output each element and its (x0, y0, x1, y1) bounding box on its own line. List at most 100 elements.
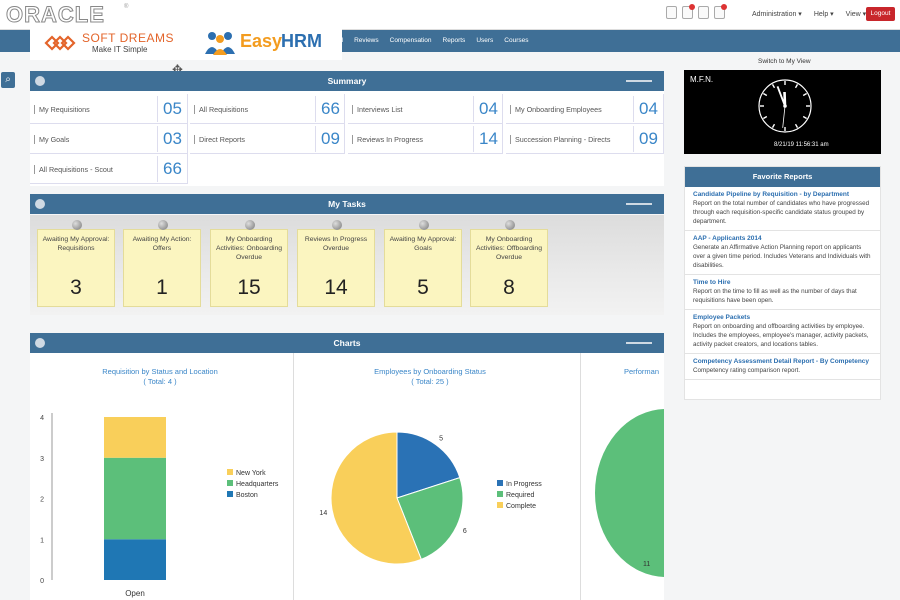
report-item[interactable]: Competency Assessment Detail Report - By… (685, 354, 880, 380)
summary-value: 09 (315, 126, 345, 152)
report-item[interactable]: AAP - Applicants 2014 Generate an Affirm… (685, 231, 880, 275)
summary-cell-direct-reports[interactable]: Direct Reports 09 (190, 124, 345, 154)
pie-data-label: 11 (643, 561, 650, 568)
collapse-icon[interactable] (35, 76, 45, 86)
report-desc: Report on the total number of candidates… (693, 200, 870, 225)
bookmark-icon[interactable] (666, 6, 677, 19)
task-note[interactable]: Awaiting My Approval: Goals 5 (384, 220, 462, 307)
y-tick-label: 3 (40, 456, 44, 463)
report-title[interactable]: AAP - Applicants 2014 (693, 235, 762, 242)
pie-slice (595, 409, 664, 577)
bar-segment-new-york (104, 417, 166, 458)
collapse-icon[interactable] (35, 338, 45, 348)
task-label: Reviews In Progress Overdue (304, 236, 368, 252)
report-title[interactable]: Employee Packets (693, 314, 751, 321)
pie-data-label: 14 (319, 510, 327, 517)
chart2-subtitle: ( Total: 25 ) (411, 377, 449, 386)
summary-cell-reviews-in-progress[interactable]: Reviews In Progress 14 (348, 124, 503, 154)
task-note[interactable]: My Onboarding Activities: Offboarding Ov… (470, 220, 548, 307)
summary-value: 03 (157, 126, 187, 152)
summary-cell-interviews-list[interactable]: Interviews List 04 (348, 94, 503, 124)
easyhrm-hrm: HRM (281, 31, 322, 51)
task-label: Awaiting My Approval: Requisitions (42, 236, 110, 252)
task-note[interactable]: Reviews In Progress Overdue 14 (297, 220, 375, 307)
charts-title: Charts (333, 338, 361, 348)
easyhrm-logo-icon (205, 32, 235, 55)
chart1-title-text: Requisition by Status and Location (102, 367, 218, 376)
nav-item-reviews[interactable]: Reviews (354, 37, 379, 44)
nav-item-reports[interactable]: Reports (442, 37, 466, 44)
clock-timestamp: 8/21/19 11:56:31 am (774, 142, 829, 148)
summary-cell-succession-planning[interactable]: Succession Planning - Directs 09 (506, 124, 664, 154)
task-count: 1 (156, 276, 168, 299)
menu-help[interactable]: Help ▾ (813, 11, 834, 18)
task-label: My Onboarding Activities: Offboarding Ov… (476, 236, 542, 261)
chart1-subtitle: ( Total: 4 ) (143, 377, 177, 386)
chart2-title: Employees by Onboarding Status ( Total: … (330, 367, 530, 387)
pie-data-label: 5 (439, 435, 443, 442)
drag-handle-icon[interactable] (626, 342, 652, 344)
onboarding-status-chart: 5 6 14 In Progress Required Complete (319, 431, 542, 565)
link-icon[interactable] (698, 6, 709, 19)
nav-item-users[interactable]: Users (476, 37, 494, 44)
legend-label: In Progress (506, 481, 542, 488)
summary-cell-my-onboarding[interactable]: My Onboarding Employees 04 (506, 94, 664, 124)
performance-chart: 11 (595, 409, 664, 577)
softdreams-name: SOFT DREAMS (82, 31, 174, 45)
summary-cell-all-requisitions-scout[interactable]: All Requisitions - Scout 66 (30, 154, 188, 184)
summary-cell-all-requisitions[interactable]: All Requisitions 66 (190, 94, 345, 124)
clock-tick (771, 123, 776, 129)
y-tick-label: 1 (40, 537, 44, 544)
collapse-icon[interactable] (35, 199, 45, 209)
report-title[interactable]: Time to Hire (693, 279, 731, 286)
task-note[interactable]: Awaiting My Action: Offers 1 (123, 220, 201, 307)
report-item[interactable]: Employee Packets Report on onboarding an… (685, 310, 880, 354)
summary-header: Summary (30, 71, 664, 91)
task-note[interactable]: Awaiting My Approval: Requisitions 3 (37, 220, 115, 307)
task-note[interactable]: My Onboarding Activities: Onboarding Ove… (210, 220, 288, 307)
favorite-reports-panel: Favorite Reports Candidate Pipeline by R… (684, 166, 881, 400)
top-icons (666, 4, 727, 19)
legend-swatch (497, 480, 503, 486)
calendar-badge (721, 4, 727, 10)
top-bar: ORACLE ® Administration ▾ Help ▾ View ▾ … (0, 0, 900, 30)
report-desc: Report on the time to fill as well as th… (693, 288, 857, 304)
legend-swatch (227, 469, 233, 475)
switch-to-my-view-link[interactable]: Switch to My View (758, 58, 811, 65)
summary-label: My Onboarding Employees (510, 105, 602, 114)
task-count: 3 (70, 276, 82, 299)
pin-icon (72, 220, 82, 230)
x-tick-label: Open (125, 589, 145, 598)
summary-cell-my-requisitions[interactable]: My Requisitions 05 (30, 94, 188, 124)
legend-label: Boston (236, 492, 258, 499)
report-title[interactable]: Competency Assessment Detail Report - By… (693, 358, 870, 365)
pin-icon (505, 220, 515, 230)
report-title[interactable]: Candidate Pipeline by Requisition - by D… (693, 191, 850, 198)
clock-tick (802, 115, 808, 120)
summary-value: 04 (473, 96, 503, 122)
legend-label: Headquarters (236, 481, 279, 488)
report-item[interactable]: Time to Hire Report on the time to fill … (685, 275, 880, 310)
task-count: 14 (324, 276, 348, 299)
move-cursor-icon: ✥ (172, 62, 183, 77)
menu-administration[interactable]: Administration ▾ (752, 11, 802, 18)
summary-label: Interviews List (352, 105, 403, 114)
menu-view[interactable]: View ▾ (845, 11, 867, 18)
nav-item-courses[interactable]: Courses (504, 37, 529, 44)
notification-badge (689, 4, 695, 10)
clock-tick (794, 123, 799, 129)
drag-handle-icon[interactable] (626, 80, 652, 82)
summary-label: Reviews In Progress (352, 135, 423, 144)
summary-cell-my-goals[interactable]: My Goals 03 (30, 124, 188, 154)
search-icon[interactable]: ⌕ (1, 72, 15, 88)
notification-icon[interactable] (682, 4, 695, 19)
summary-label: My Goals (34, 135, 69, 144)
summary-value: 04 (633, 96, 663, 122)
nav-item-compensation[interactable]: Compensation (389, 37, 432, 44)
report-item[interactable]: Candidate Pipeline by Requisition - by D… (685, 187, 880, 231)
drag-handle-icon[interactable] (626, 203, 652, 205)
chart1-title: Requisition by Status and Location ( Tot… (80, 367, 240, 387)
report-desc: Competency rating comparison report. (693, 367, 801, 374)
logout-button[interactable]: Logout (866, 7, 895, 21)
calendar-icon[interactable] (714, 4, 727, 19)
